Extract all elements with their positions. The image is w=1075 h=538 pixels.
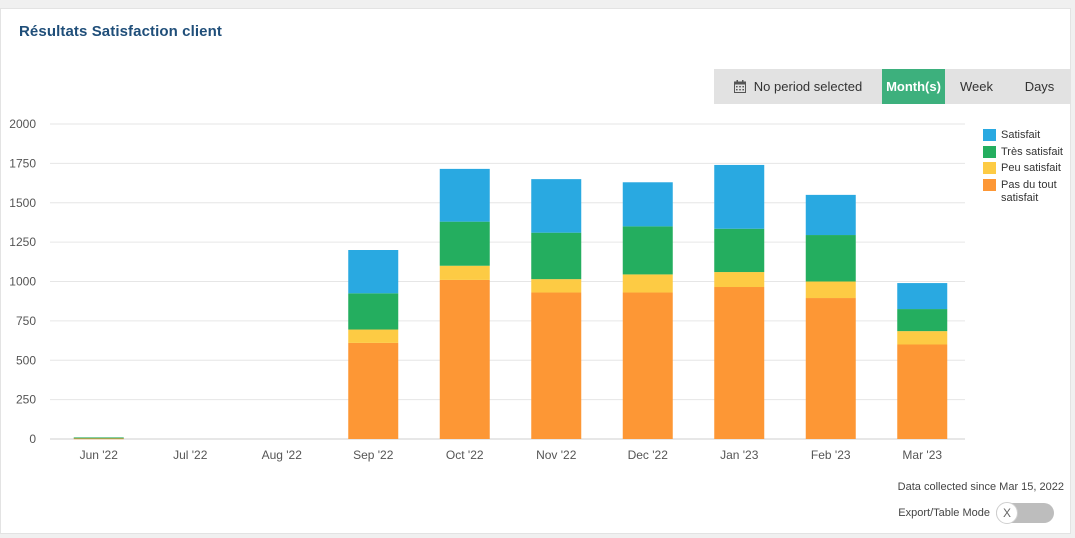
bar-segment	[897, 331, 948, 345]
bar-segment	[714, 228, 765, 273]
bar-segment	[805, 235, 856, 282]
bar-segment	[622, 292, 673, 439]
legend-swatch	[983, 145, 996, 158]
no-period-button[interactable]: No period selected	[714, 69, 882, 104]
x-tick-label: Jul '22	[173, 448, 208, 462]
month-button[interactable]: Month(s)	[882, 69, 945, 104]
legend-item[interactable]: Très satisfait	[983, 145, 1071, 159]
bar-segment	[348, 293, 399, 330]
export-toggle[interactable]: X	[996, 502, 1054, 524]
bar-segment	[439, 265, 490, 280]
legend-swatch	[983, 178, 996, 191]
data-collected-note: Data collected since Mar 15, 2022	[897, 481, 1064, 493]
bar-segment	[73, 437, 124, 439]
bar-segment	[439, 168, 490, 222]
no-period-label: No period selected	[753, 79, 863, 94]
y-tick-label: 0	[29, 432, 36, 446]
legend-item[interactable]: Satisfait	[983, 129, 1071, 142]
bar-segment	[531, 292, 582, 439]
bar-segment	[714, 164, 765, 229]
bar-segment	[531, 232, 582, 280]
legend-label: Pas du tout satisfait	[1001, 178, 1057, 204]
toggle-x-icon: X	[1002, 506, 1011, 520]
legend-label: Très satisfait	[1001, 145, 1063, 158]
x-tick-label: Sep '22	[353, 448, 394, 462]
x-tick-label: Nov '22	[536, 448, 577, 462]
legend-item[interactable]: Peu satisfait	[983, 162, 1071, 175]
chart-legend: Satisfait Très satisfait Peu satisfait Pas …	[983, 129, 1071, 208]
bar-segment	[73, 438, 124, 440]
bar-segment	[439, 221, 490, 266]
bar-segment	[805, 298, 856, 439]
y-tick-label: 1250	[9, 235, 36, 249]
x-tick-label: Mar '23	[902, 448, 942, 462]
bar-segment	[805, 281, 856, 299]
legend-label: Satisfait	[1001, 129, 1041, 141]
y-tick-label: 500	[16, 353, 36, 367]
export-label: Export/Table Mode	[898, 507, 990, 519]
period-selector: No period selected Month(s) Week Days	[714, 69, 1071, 104]
y-tick-label: 2000	[9, 117, 36, 131]
bar-segment	[439, 279, 490, 439]
y-tick-label: 1750	[9, 156, 36, 170]
legend-label: Peu satisfait	[1001, 162, 1061, 175]
y-tick-label: 1000	[9, 275, 36, 289]
x-tick-label: Feb '23	[811, 448, 851, 462]
bar-segment	[348, 329, 399, 343]
days-button[interactable]: Days	[1024, 79, 1055, 94]
bar-segment	[622, 182, 673, 227]
legend-swatch	[983, 129, 996, 141]
export-table-mode: Export/Table Mode X	[898, 502, 1054, 524]
bar-segment	[897, 344, 948, 439]
toggle-knob[interactable]: X	[996, 502, 1018, 524]
x-tick-label: Jan '23	[720, 448, 759, 462]
bar-segment	[531, 279, 582, 293]
legend-item[interactable]: Pas du tout satisfait	[983, 178, 1071, 204]
bar-segment	[348, 250, 399, 294]
bar-segment	[805, 194, 856, 236]
x-tick-label: Aug '22	[262, 448, 303, 462]
chart-card: Résultats Satisfaction client No period …	[0, 8, 1071, 534]
calendar-icon	[733, 80, 746, 93]
y-tick-label: 750	[16, 314, 36, 328]
bar-segment	[714, 287, 765, 439]
bar-segment	[897, 283, 948, 310]
legend-swatch	[983, 162, 996, 175]
x-tick-label: Jun '22	[80, 448, 119, 462]
bar-segment	[714, 272, 765, 288]
bar-segment	[348, 342, 399, 439]
x-tick-label: Oct '22	[446, 448, 484, 462]
bar-segment	[622, 226, 673, 275]
bar-segment	[531, 179, 582, 233]
x-tick-label: Dec '22	[628, 448, 669, 462]
page-title: Résultats Satisfaction client	[19, 23, 222, 40]
bar-segment	[897, 309, 948, 332]
week-button[interactable]: Week	[960, 79, 993, 94]
bar-segment	[622, 274, 673, 293]
y-tick-label: 250	[16, 393, 36, 407]
y-tick-label: 1500	[9, 196, 36, 210]
